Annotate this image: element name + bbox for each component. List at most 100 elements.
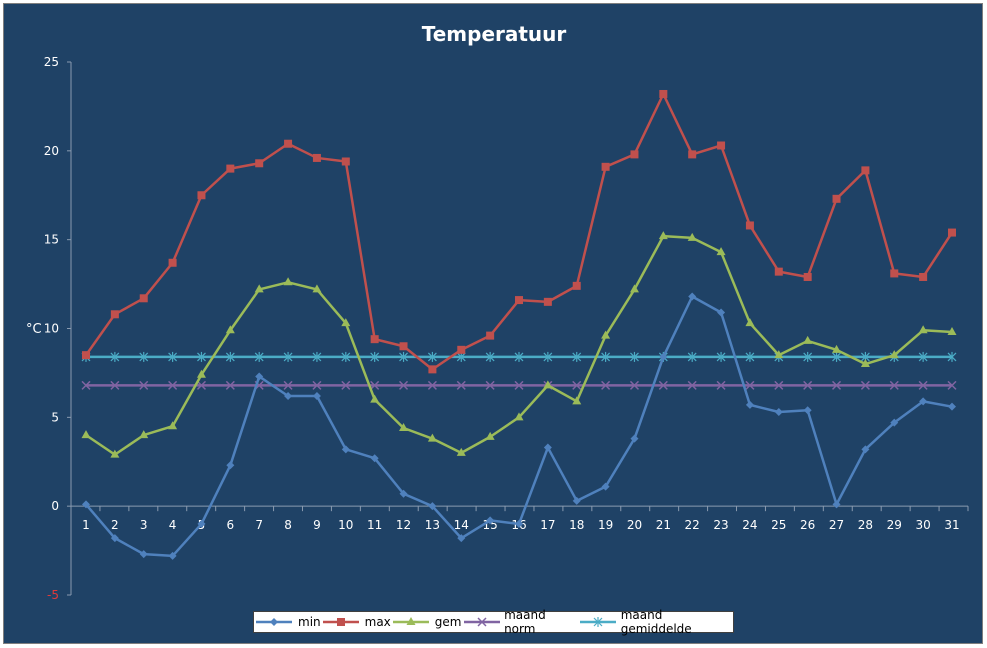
legend-item-maand-norm: maand norm (462, 608, 579, 636)
data-point (861, 445, 870, 454)
data-point (860, 380, 870, 390)
x-tick-label: 11 (367, 518, 382, 532)
data-point (716, 380, 726, 390)
data-point (428, 365, 437, 374)
data-point (283, 380, 293, 390)
x-tick-label: 8 (284, 518, 292, 532)
x-tick-label: 4 (169, 518, 177, 532)
y-tick-label: 10 (44, 322, 59, 336)
data-point (659, 352, 668, 361)
data-point (485, 431, 495, 440)
data-point (832, 500, 841, 509)
data-point (832, 380, 842, 390)
data-point (947, 327, 957, 336)
data-point (593, 617, 603, 627)
data-point (81, 430, 91, 439)
data-point (254, 351, 264, 362)
data-point (543, 443, 552, 452)
data-point (81, 380, 91, 390)
data-point (168, 351, 178, 362)
data-point (890, 418, 899, 427)
x-tick-label: 17 (540, 518, 555, 532)
data-point (572, 496, 581, 505)
data-point (427, 351, 437, 362)
data-point (284, 139, 293, 148)
data-point (688, 150, 697, 159)
y-tick-label: 5 (51, 410, 59, 424)
data-point (283, 351, 293, 362)
data-point (168, 380, 178, 390)
data-point (572, 396, 582, 405)
data-point (803, 351, 813, 362)
data-point (716, 351, 726, 362)
legend-item-gem: gem (391, 615, 462, 629)
x-tick-label: 3 (140, 518, 148, 532)
data-point (919, 272, 928, 281)
data-point (832, 351, 841, 362)
data-point (515, 519, 523, 528)
data-point (948, 228, 956, 237)
data-point (226, 164, 235, 173)
x-tick-label: 1 (82, 518, 90, 532)
data-point (225, 380, 235, 390)
data-point (139, 430, 149, 439)
legend-swatch (392, 617, 429, 625)
x-tick-label: 22 (685, 518, 700, 532)
legend-label: gem (434, 615, 462, 629)
data-point (832, 344, 842, 353)
data-point (803, 406, 812, 415)
x-tick-label: 20 (627, 518, 642, 532)
data-point (947, 380, 957, 390)
data-point (601, 162, 610, 171)
data-point (514, 412, 524, 421)
data-point (341, 318, 351, 327)
chart-title: Temperatuur (421, 22, 567, 46)
data-point (110, 534, 119, 543)
data-point (399, 489, 408, 498)
data-point (803, 272, 812, 281)
data-point (572, 351, 582, 362)
x-tick-label: 9 (313, 518, 321, 532)
x-tick-label: 12 (396, 518, 411, 532)
data-point (456, 380, 466, 390)
x-tick-label: 19 (598, 518, 613, 532)
x-tick-label: 26 (800, 518, 815, 532)
x-tick-label: 31 (944, 518, 959, 532)
data-point (370, 351, 380, 362)
data-point (630, 150, 639, 159)
data-point (514, 351, 524, 362)
data-point (406, 617, 416, 625)
legend-item-max: max (321, 615, 391, 629)
data-point (427, 380, 437, 390)
legend-item-maand-gemiddelde: maand gemiddelde (578, 608, 733, 636)
data-point (658, 231, 668, 240)
legend-label: max (364, 615, 391, 629)
data-point (110, 380, 120, 390)
data-point (774, 267, 783, 276)
legend-swatch (322, 618, 359, 626)
data-point (745, 400, 754, 409)
data-point (889, 350, 899, 359)
x-tick-label: 10 (338, 518, 353, 532)
series-line-gem (85, 234, 953, 456)
data-point (486, 331, 495, 340)
data-point (312, 392, 321, 401)
data-point (948, 402, 956, 411)
legend-label: maand gemiddelde (620, 608, 692, 636)
data-point (687, 351, 697, 362)
data-point (399, 351, 408, 362)
legend-swatch (580, 617, 617, 627)
data-point (832, 194, 841, 203)
x-tick-label: 7 (255, 518, 263, 532)
data-point (601, 351, 611, 362)
data-point (543, 351, 553, 362)
data-point (601, 330, 611, 339)
data-point (427, 433, 437, 442)
data-point (312, 284, 322, 293)
data-point (168, 551, 177, 560)
data-point (399, 342, 408, 351)
data-point (688, 292, 697, 301)
data-point (196, 369, 206, 378)
legend-swatch (256, 618, 292, 626)
legend-label: maand norm (504, 608, 546, 636)
